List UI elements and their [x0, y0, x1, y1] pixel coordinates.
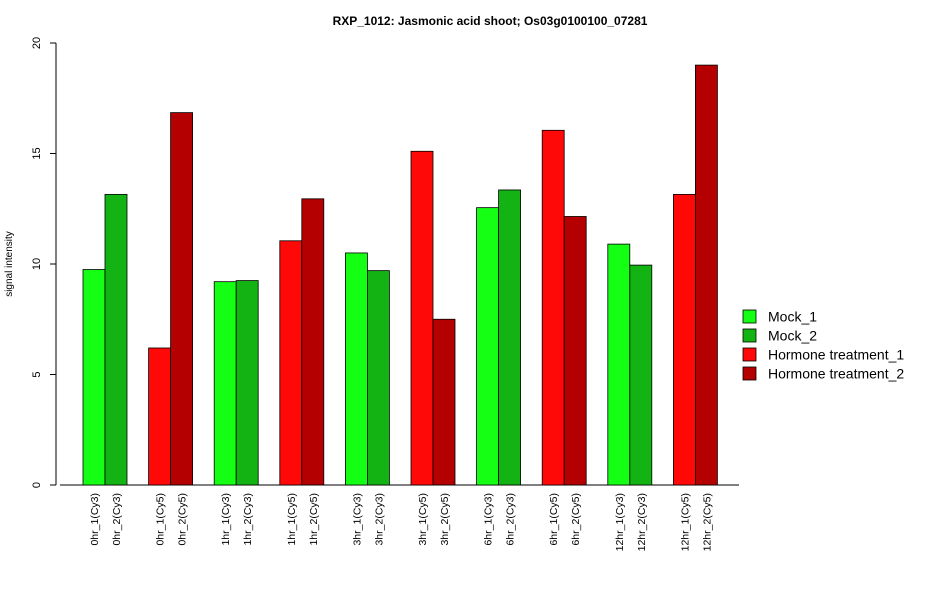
- bar: [607, 243, 631, 486]
- x-tick-label: 0hr_1(Cy5): [155, 493, 167, 546]
- legend-swatch: [742, 347, 757, 362]
- y-tick-label: 5: [31, 371, 43, 377]
- bar: [366, 270, 390, 486]
- x-tick-label: 6hr_1(Cy3): [483, 493, 495, 546]
- bar: [498, 189, 522, 486]
- x-tick-label: 1hr_1(Cy3): [220, 493, 232, 546]
- x-tick-label: 3hr_1(Cy3): [351, 493, 363, 546]
- bar: [301, 198, 325, 486]
- y-tick-label: 10: [31, 258, 43, 270]
- bar: [629, 264, 653, 486]
- y-tick-label: 20: [31, 37, 43, 49]
- legend-swatch: [742, 366, 757, 381]
- bar: [695, 64, 718, 486]
- x-tick-label: 12hr_2(Cy3): [636, 493, 648, 551]
- chart-title: RXP_1012: Jasmonic acid shoot; Os03g0100…: [333, 14, 648, 28]
- x-tick-label: 6hr_2(Cy5): [570, 493, 582, 546]
- x-tick-label: 0hr_1(Cy3): [89, 493, 101, 546]
- x-tick-label: 3hr_2(Cy5): [439, 493, 451, 546]
- x-tick-label: 12hr_1(Cy3): [614, 493, 626, 551]
- bar-series: [82, 64, 718, 486]
- x-tick-label: 0hr_2(Cy3): [111, 493, 123, 546]
- y-tick-label: 15: [31, 147, 43, 159]
- y-tick-label: 0: [31, 482, 43, 488]
- bar: [410, 150, 434, 486]
- bar: [673, 193, 696, 486]
- legend-swatch: [742, 328, 757, 343]
- x-tick-labels: 0hr_1(Cy3) 0hr_2(Cy3) 0hr_1(Cy5) 0hr_2(Cy5)…: [89, 493, 713, 551]
- bar: [279, 240, 303, 486]
- bar: [82, 269, 106, 486]
- bar: [235, 280, 259, 486]
- legend-swatch: [742, 309, 757, 324]
- y-axis: 0 5 10 15 20: [31, 37, 57, 488]
- x-tick-label: 3hr_1(Cy5): [417, 493, 429, 546]
- x-tick-label: 6hr_1(Cy5): [548, 493, 560, 546]
- bar: [148, 347, 172, 486]
- bar: [541, 129, 565, 486]
- x-tick-label: 0hr_2(Cy5): [177, 493, 189, 546]
- x-tick-label: 1hr_1(Cy5): [286, 493, 298, 546]
- x-tick-label: 1hr_2(Cy3): [242, 493, 254, 546]
- bar: [170, 112, 194, 486]
- y-axis-label: signal intensity: [4, 231, 15, 297]
- x-tick-label: 12hr_2(Cy5): [701, 493, 713, 551]
- x-tick-label: 3hr_2(Cy3): [373, 493, 385, 546]
- x-tick-label: 1hr_2(Cy5): [308, 493, 320, 546]
- legend: Mock_1 Mock_2 Hormone treatment_1 Hormone t…: [742, 309, 904, 382]
- x-tick-label: 6hr_2(Cy3): [505, 493, 517, 546]
- legend-label: Mock_2: [768, 328, 817, 344]
- legend-label: Hormone treatment_2: [768, 366, 904, 382]
- legend-label: Mock_1: [768, 309, 817, 325]
- bar: [563, 216, 587, 486]
- legend-label: Hormone treatment_1: [768, 347, 904, 363]
- bar: [432, 318, 456, 486]
- bar: [213, 281, 237, 486]
- bar: [476, 207, 500, 486]
- bar: [104, 193, 128, 486]
- bar: [344, 252, 368, 486]
- x-tick-label: 12hr_1(Cy5): [679, 493, 691, 551]
